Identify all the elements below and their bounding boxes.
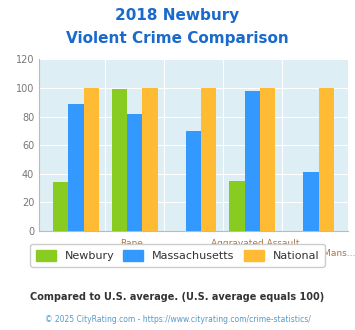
Bar xyxy=(303,172,318,231)
Bar xyxy=(318,88,334,231)
Text: Compared to U.S. average. (U.S. average equals 100): Compared to U.S. average. (U.S. average … xyxy=(31,292,324,302)
Bar xyxy=(53,182,69,231)
Bar xyxy=(260,88,275,231)
Bar xyxy=(201,88,217,231)
Bar xyxy=(229,181,245,231)
Bar xyxy=(142,88,158,231)
Text: Aggravated Assault: Aggravated Assault xyxy=(211,239,300,248)
Bar xyxy=(69,104,84,231)
Text: Murder & Mans...: Murder & Mans... xyxy=(278,249,355,258)
Text: Violent Crime Comparison: Violent Crime Comparison xyxy=(66,31,289,46)
Bar xyxy=(245,91,260,231)
Text: 2018 Newbury: 2018 Newbury xyxy=(115,8,240,23)
Bar xyxy=(112,89,127,231)
Bar xyxy=(84,88,99,231)
Text: All Violent Crime: All Violent Crime xyxy=(32,249,108,258)
Bar xyxy=(186,131,201,231)
Text: © 2025 CityRating.com - https://www.cityrating.com/crime-statistics/: © 2025 CityRating.com - https://www.city… xyxy=(45,315,310,324)
Bar xyxy=(127,114,142,231)
Text: Rape: Rape xyxy=(120,239,143,248)
Legend: Newbury, Massachusetts, National: Newbury, Massachusetts, National xyxy=(30,244,325,267)
Text: Robbery: Robbery xyxy=(175,249,212,258)
